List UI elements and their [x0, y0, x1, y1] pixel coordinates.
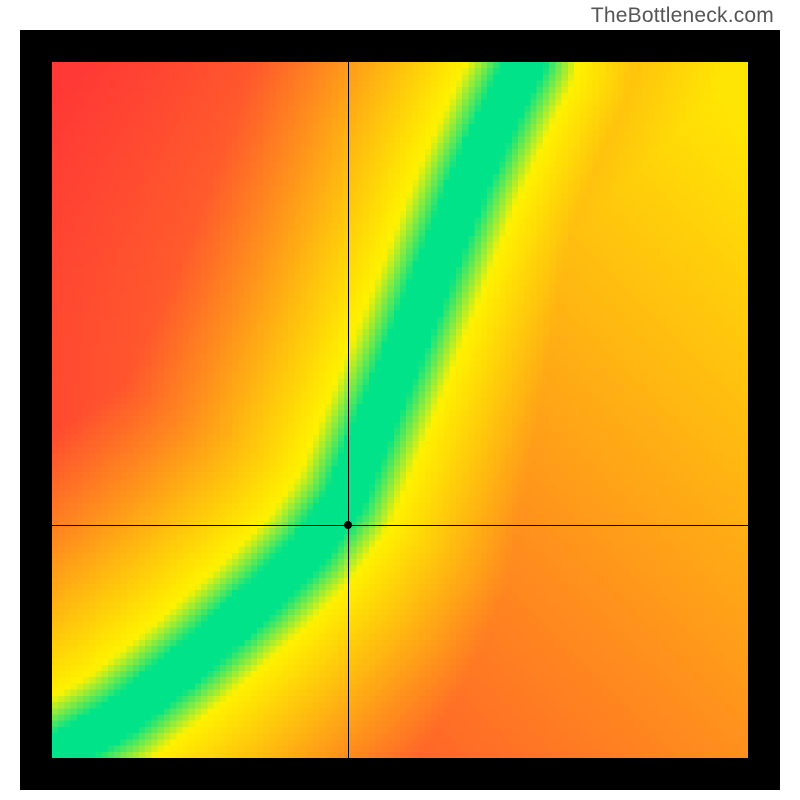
plot-area: [52, 62, 748, 758]
marker-dot: [344, 521, 352, 529]
chart-outer-frame: [20, 30, 780, 790]
watermark-text: TheBottleneck.com: [591, 4, 774, 28]
chart-container: TheBottleneck.com: [0, 0, 800, 800]
crosshair-horizontal: [52, 525, 748, 526]
crosshair-vertical: [348, 62, 349, 758]
heatmap-canvas: [52, 62, 748, 758]
